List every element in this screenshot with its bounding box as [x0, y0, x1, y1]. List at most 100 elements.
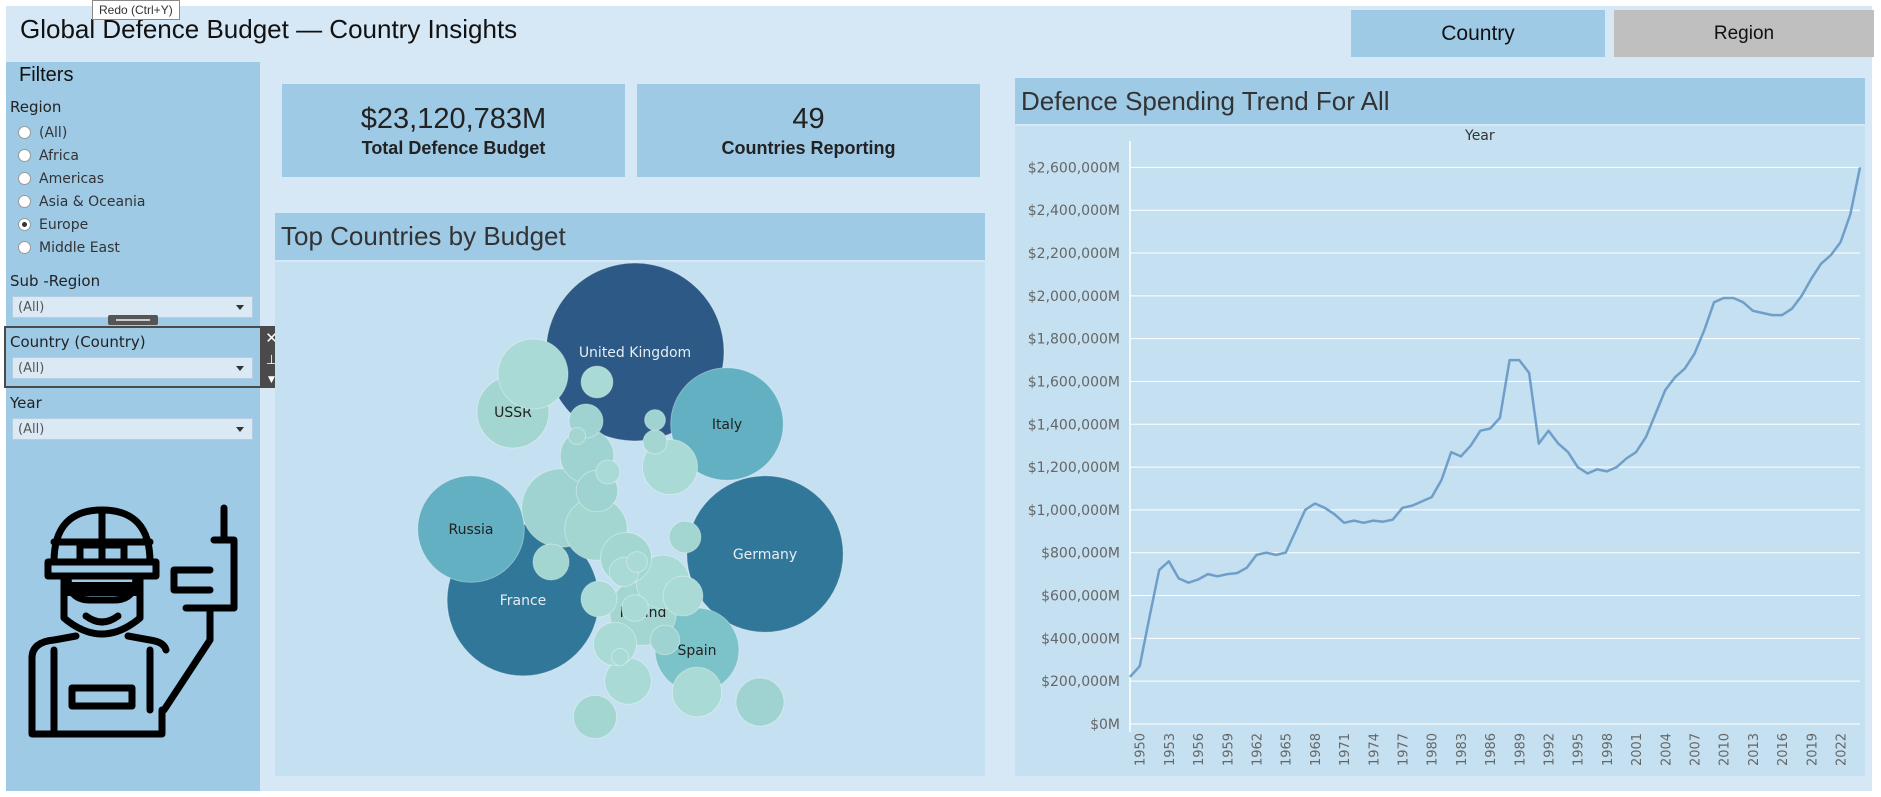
x-tick-label: 1983	[1455, 733, 1470, 766]
bubble-label: Spain	[677, 643, 716, 659]
y-tick-label: $1,400,000M	[1028, 417, 1120, 433]
bubble-label: USSR	[494, 405, 532, 421]
radio-option-americas[interactable]: Americas	[18, 167, 145, 190]
bubble-unlabeled[interactable]	[671, 666, 723, 718]
trend-panel-title: Defence Spending Trend For All	[1015, 78, 1865, 124]
kpi-countries-reporting: 49 Countries Reporting	[637, 84, 980, 177]
y-tick-label: $600,000M	[1041, 589, 1120, 605]
radio-button[interactable]	[18, 241, 31, 254]
bubble-unlabeled[interactable]	[668, 520, 702, 554]
x-tick-label: 1992	[1543, 733, 1558, 766]
bubble-unlabeled[interactable]	[497, 338, 569, 410]
bubble-unlabeled[interactable]	[532, 543, 570, 581]
bubble-russia[interactable]	[417, 475, 525, 583]
kpi-label: Countries Reporting	[721, 137, 896, 158]
chevron-down-icon[interactable]: ▼	[268, 374, 275, 385]
bubble-unlabeled[interactable]	[621, 594, 649, 622]
sub-region-filter-label: Sub -Region	[10, 272, 101, 290]
x-tick-label: 1989	[1513, 733, 1528, 766]
bubble-unlabeled[interactable]	[611, 648, 629, 666]
kpi-value: 49	[792, 102, 825, 135]
bubble-unlabeled[interactable]	[568, 427, 586, 445]
radio-option-middle-east[interactable]: Middle East	[18, 236, 145, 259]
bubble-chart: United Kingdom Germany France Italy Russia Sp…	[417, 262, 844, 740]
tab-region[interactable]: Region	[1614, 10, 1874, 57]
x-tick-label: 1953	[1163, 733, 1178, 766]
x-tick-label: 1971	[1338, 733, 1353, 766]
chevron-down-icon	[236, 426, 244, 432]
bubble-unlabeled[interactable]	[649, 624, 681, 656]
radio-label: Asia & Oceania	[39, 193, 146, 210]
tab-country[interactable]: Country	[1351, 10, 1605, 57]
bubble-unlabeled[interactable]	[572, 694, 618, 740]
bubble-italy[interactable]	[670, 367, 784, 481]
x-tick-label: 1950	[1134, 733, 1149, 766]
kpi-value: $23,120,783M	[360, 102, 547, 135]
radio-label: (All)	[39, 124, 68, 141]
x-tick-label: 1986	[1484, 733, 1499, 766]
x-tick-label: 2022	[1835, 733, 1850, 766]
y-tick-label: $1,200,000M	[1028, 460, 1120, 476]
y-tick-label: $800,000M	[1041, 546, 1120, 562]
bubble-unlabeled[interactable]	[662, 575, 704, 617]
radio-label: Europe	[39, 216, 89, 233]
chevron-down-icon	[236, 304, 244, 310]
y-tick-label: $2,600,000M	[1028, 160, 1120, 176]
radio-button-selected[interactable]	[18, 218, 31, 231]
radio-label: Americas	[39, 170, 105, 187]
redo-tooltip: Redo (Ctrl+Y)	[92, 0, 180, 20]
x-tick-label: 1980	[1426, 733, 1441, 766]
x-tick-label: 2013	[1747, 733, 1762, 766]
radio-option-europe[interactable]: Europe	[18, 213, 145, 236]
bubble-unlabeled[interactable]	[595, 459, 621, 485]
y-tick-label: $0M	[1090, 717, 1120, 733]
bubble-unlabeled[interactable]	[642, 429, 668, 455]
dropdown-value: (All)	[18, 421, 45, 437]
bubble-unlabeled[interactable]	[735, 677, 785, 727]
radio-button[interactable]	[18, 149, 31, 162]
radio-option-asia-oceania[interactable]: Asia & Oceania	[18, 190, 145, 213]
bubble-label: France	[500, 593, 547, 609]
x-tick-label: 1968	[1309, 733, 1324, 766]
radio-option-all[interactable]: (All)	[18, 121, 145, 144]
region-radio-list: (All) Africa Americas Asia & Oceania Eur…	[18, 121, 145, 259]
radio-label: Middle East	[39, 239, 120, 256]
y-tick-label: $1,600,000M	[1028, 374, 1120, 390]
kpi-label: Total Defence Budget	[361, 137, 546, 158]
dropdown-value: (All)	[18, 299, 45, 315]
bubble-label: Germany	[733, 547, 797, 563]
year-dropdown[interactable]: (All)	[12, 418, 253, 440]
line-chart: $0M $200,000M $400,000M $600,000M $800,000M $…	[1028, 141, 1862, 766]
kpi-total-budget: $23,120,783M Total Defence Budget	[282, 84, 625, 177]
radio-button[interactable]	[18, 126, 31, 139]
country-dropdown[interactable]: (All)	[12, 357, 253, 379]
drag-handle[interactable]	[108, 315, 158, 325]
chevron-down-icon	[236, 365, 244, 371]
x-tick-label: 1959	[1221, 733, 1236, 766]
filters-title: Filters	[19, 64, 74, 86]
radio-option-africa[interactable]: Africa	[18, 144, 145, 167]
bubble-unlabeled[interactable]	[626, 551, 648, 573]
y-tick-label: $200,000M	[1041, 674, 1120, 690]
trend-panel-body	[1015, 126, 1865, 776]
radio-button[interactable]	[18, 172, 31, 185]
x-tick-label: 2007	[1689, 733, 1704, 766]
x-tick-label: 2001	[1630, 733, 1645, 766]
bubble-unlabeled[interactable]	[580, 365, 614, 399]
x-tick-label: 2004	[1659, 733, 1674, 766]
y-tick-label: $1,800,000M	[1028, 332, 1120, 348]
bubble-germany[interactable]	[686, 475, 844, 633]
y-tick-label: $2,200,000M	[1028, 246, 1120, 262]
x-tick-label: 1974	[1367, 733, 1382, 766]
close-icon[interactable]: ✕	[265, 329, 278, 348]
series-line-defence-spending[interactable]	[1129, 167, 1862, 678]
radio-button[interactable]	[18, 195, 31, 208]
x-tick-label: 2010	[1718, 733, 1733, 766]
bubble-unlabeled[interactable]	[644, 409, 666, 431]
soldier-with-rifle-icon	[28, 504, 238, 738]
pin-icon[interactable]: ⊥	[265, 353, 278, 369]
bubble-unlabeled[interactable]	[580, 580, 618, 618]
sub-region-dropdown[interactable]: (All)	[12, 296, 253, 318]
x-tick-label: 1962	[1251, 733, 1266, 766]
bubble-label: Russia	[448, 522, 493, 538]
